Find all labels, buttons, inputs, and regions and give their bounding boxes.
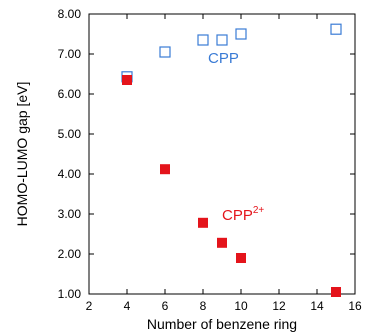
data-point-cpp [216,34,228,46]
plot-area-frame [88,13,356,295]
series-label-cpp2plus-superscript: 2+ [253,205,265,216]
data-point-cpp [197,34,209,46]
data-point-cpp [159,46,171,58]
y-axis-label: HOMO-LUMO gap [eV] [14,82,30,227]
y-tick-label: 6.00 [58,87,82,101]
data-point-cpp2plus [236,253,246,263]
data-point-cpp2plus [160,164,170,175]
series-label-cpp2plus-base: CPP [222,207,253,224]
x-axis-ticks: 2 4 6 8 10 12 14 16 [86,14,362,313]
data-point-cpp [235,28,247,40]
x-axis-label: Number of benzene ring [147,316,297,332]
x-tick-label: 6 [162,299,169,313]
data-points [121,23,342,297]
x-tick-label: 12 [272,299,286,313]
y-tick-label: 7.00 [58,47,82,61]
data-point-cpp2plus [217,237,227,248]
y-tick-label: 3.00 [58,207,82,221]
y-tick-label: 8.00 [58,7,82,21]
data-point-cpp2plus [331,287,341,297]
x-tick-label: 14 [310,299,324,313]
series-label-cpp: CPP [208,50,239,67]
data-point-cpp2plus [198,217,208,228]
data-point-cpp [330,23,342,35]
y-tick-label: 2.00 [58,247,82,261]
data-point-cpp2plus [122,75,132,85]
x-tick-label: 8 [200,299,207,313]
y-tick-label: 1.00 [58,287,82,301]
x-tick-label: 4 [124,299,131,313]
series-label-cpp2plus: CPP2+ [222,205,264,224]
y-tick-label: 5.00 [58,127,82,141]
x-tick-label: 10 [234,299,248,313]
x-tick-label: 2 [86,299,93,313]
y-tick-label: 4.00 [58,167,82,181]
y-axis-ticks: 1.00 2.00 3.00 4.00 5.00 6.00 7.00 8.00 [58,7,355,301]
x-tick-label: 16 [348,299,362,313]
